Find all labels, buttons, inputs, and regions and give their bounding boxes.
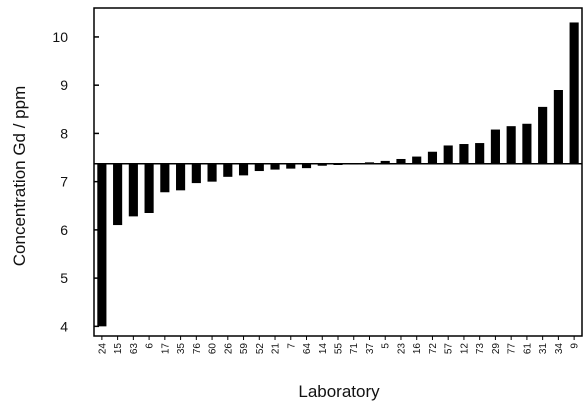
bar-lab-12 [459, 144, 469, 164]
x-tick-label: 64 [302, 343, 313, 355]
bar-lab-60 [207, 163, 217, 182]
x-tick-label: 63 [129, 343, 140, 355]
x-tick-label: 73 [475, 343, 486, 355]
bar-lab-5 [380, 160, 390, 164]
x-tick-label: 7 [286, 343, 297, 349]
y-tick-label: 4 [60, 318, 68, 334]
x-tick-label: 72 [428, 343, 439, 355]
y-axis-ticks: 4 5 6 7 8 9 10 [52, 29, 99, 334]
bar-lab-26 [223, 163, 233, 177]
bar-lab-77 [506, 126, 516, 164]
bar-lab-16 [412, 156, 422, 164]
x-tick-label: 26 [223, 343, 234, 355]
y-tick-label: 6 [60, 222, 68, 238]
x-tick-label: 34 [554, 343, 565, 355]
bar-lab-23 [396, 158, 406, 164]
x-tick-label: 31 [538, 343, 549, 355]
x-axis-ticks: 24 15 63 6 17 35 76 60 26 59 52 21 7 64 14 55 71 37 5 23 16 7… [97, 336, 581, 355]
x-tick-label: 16 [412, 343, 423, 355]
y-tick-label: 8 [60, 125, 68, 141]
y-axis-label: Concentration Gd / ppm [10, 86, 29, 266]
x-tick-label: 15 [113, 343, 124, 355]
y-tick-label: 7 [60, 174, 68, 190]
bars-group [97, 22, 579, 327]
x-tick-label: 59 [239, 343, 250, 355]
x-tick-label: 76 [192, 343, 203, 355]
x-tick-label: 37 [365, 343, 376, 355]
x-tick-label: 35 [176, 343, 187, 355]
bar-lab-59 [238, 163, 249, 176]
bar-lab-35 [176, 163, 186, 191]
x-tick-label: 17 [160, 343, 171, 355]
x-tick-label: 9 [570, 343, 581, 349]
x-tick-label: 21 [271, 343, 282, 355]
x-tick-label: 12 [459, 343, 470, 355]
x-tick-label: 57 [444, 343, 455, 355]
x-tick-label: 29 [491, 343, 502, 355]
bar-lab-29 [490, 129, 500, 164]
bar-lab-63 [128, 163, 138, 217]
bar-lab-71 [349, 163, 359, 165]
x-tick-label: 61 [522, 343, 533, 355]
x-tick-label: 55 [334, 343, 345, 355]
bar-lab-64 [301, 163, 312, 169]
bar-lab-76 [191, 163, 201, 184]
bar-lab-6 [144, 163, 154, 213]
bar-lab-24 [97, 163, 107, 327]
x-tick-label: 23 [396, 343, 407, 355]
bar-lab-73 [475, 143, 485, 164]
y-tick-label: 10 [52, 29, 68, 45]
bar-lab-14 [317, 163, 327, 166]
bar-lab-21 [270, 163, 280, 170]
x-tick-label: 6 [145, 343, 156, 349]
bar-lab-15 [113, 163, 123, 226]
x-tick-label: 24 [97, 343, 108, 355]
bar-lab-31 [538, 106, 548, 164]
bar-lab-52 [254, 163, 264, 172]
bar-lab-9 [569, 22, 579, 164]
bar-lab-55 [333, 163, 343, 165]
bar-lab-61 [522, 123, 532, 164]
x-tick-label: 5 [381, 343, 392, 349]
bar-lab-34 [553, 90, 563, 164]
bar-lab-7 [286, 163, 296, 169]
bar-lab-17 [160, 163, 170, 193]
bar-lab-37 [364, 162, 375, 164]
x-tick-label: 52 [255, 343, 266, 355]
x-tick-label: 71 [349, 343, 360, 355]
y-tick-label: 9 [60, 77, 68, 93]
bar-lab-72 [427, 151, 438, 164]
y-tick-label: 5 [60, 270, 68, 286]
x-tick-label: 60 [208, 343, 219, 355]
x-tick-label: 14 [318, 343, 329, 355]
bar-lab-57 [443, 145, 453, 164]
x-tick-label: 77 [507, 343, 518, 355]
x-axis-label: Laboratory [298, 382, 380, 401]
